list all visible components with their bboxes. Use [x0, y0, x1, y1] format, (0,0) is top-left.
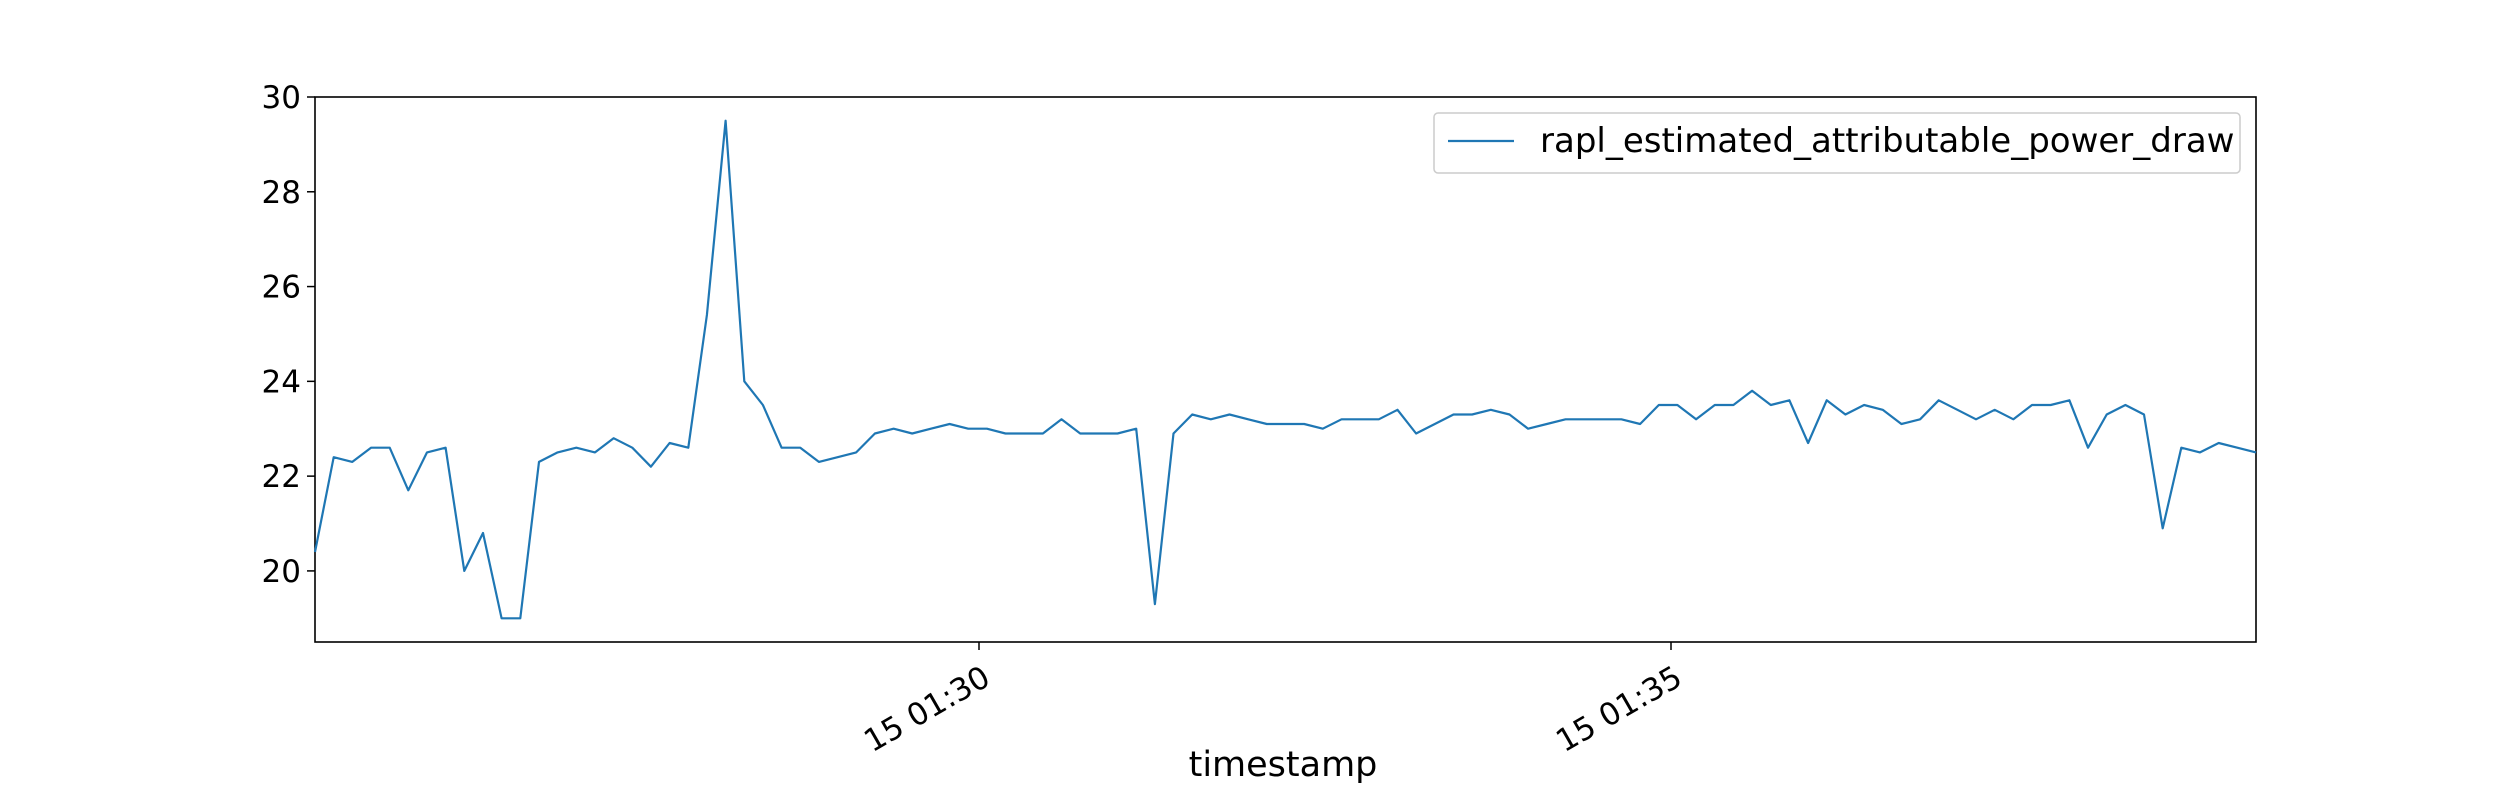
plot-area — [314, 96, 2257, 643]
x-tick-label: 15 01:35 — [1550, 659, 1688, 759]
plot-frame — [314, 96, 2257, 643]
y-axis: 20 22 24 26 28 30 — [262, 80, 315, 590]
x-tick-label: 15 01:30 — [858, 659, 996, 759]
legend-box — [1433, 112, 2241, 174]
legend-series-label: rapl_estimated_attributable_power_draw — [1540, 121, 2235, 161]
x-axis-label: timestamp — [1189, 745, 1378, 785]
y-tick-label: 28 — [262, 175, 301, 211]
y-tick-label: 20 — [262, 554, 301, 590]
x-axis: 15 01:30 15 01:35 — [858, 642, 1688, 760]
legend: rapl_estimated_attributable_power_draw — [1433, 112, 2241, 174]
series-layer — [313, 119, 2257, 620]
y-tick-label: 24 — [262, 364, 301, 400]
y-tick-label: 26 — [262, 270, 301, 306]
series-line-rapl — [313, 119, 2257, 620]
y-tick-label: 30 — [262, 80, 301, 116]
y-tick-label: 22 — [262, 459, 301, 495]
